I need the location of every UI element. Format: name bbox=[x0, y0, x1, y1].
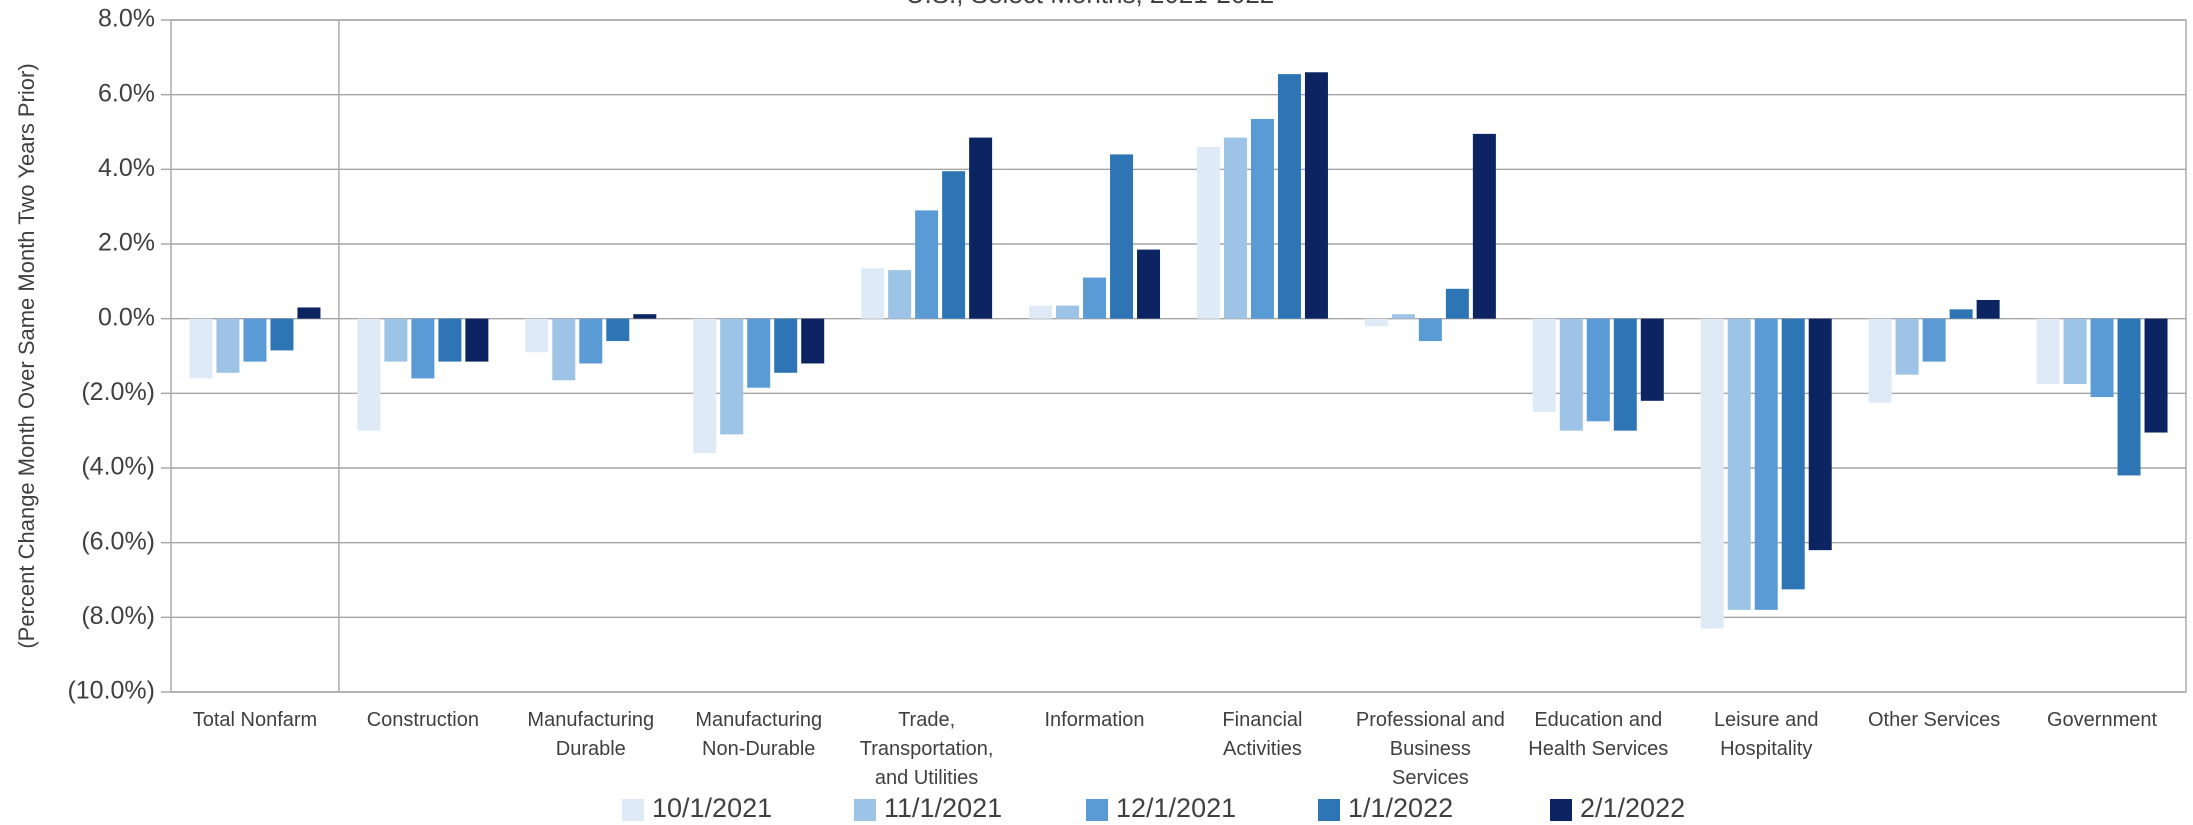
bar bbox=[1304, 72, 1328, 319]
bar bbox=[1922, 318, 1946, 362]
legend-swatch bbox=[854, 799, 876, 821]
x-tick-label: Leisure and Hospitality bbox=[1713, 709, 1819, 760]
bar bbox=[2063, 318, 2087, 384]
bar bbox=[2090, 318, 2114, 398]
bar bbox=[243, 318, 267, 362]
bar bbox=[1586, 318, 1610, 422]
bar bbox=[720, 318, 744, 435]
y-tick-label: (10.0%) bbox=[67, 677, 155, 705]
bar bbox=[1277, 74, 1301, 319]
bar bbox=[1613, 318, 1637, 431]
y-tick-label: 2.0% bbox=[98, 229, 155, 257]
bar bbox=[189, 318, 213, 379]
bar bbox=[1083, 277, 1107, 319]
bar bbox=[297, 307, 321, 319]
plot-border bbox=[170, 19, 2187, 693]
bar bbox=[438, 318, 462, 362]
x-tick-label: Trade, Transportation, and Utilities bbox=[859, 709, 994, 789]
bar bbox=[693, 318, 717, 454]
bar bbox=[1976, 300, 2000, 319]
bar bbox=[552, 318, 576, 381]
bar bbox=[1029, 305, 1053, 319]
bar bbox=[861, 268, 885, 319]
y-tick-label: (8.0%) bbox=[81, 602, 155, 630]
bar bbox=[633, 314, 657, 319]
bar bbox=[2036, 318, 2060, 384]
x-tick-label: Total Nonfarm bbox=[192, 709, 318, 731]
legend-swatch bbox=[1086, 799, 1108, 821]
bar bbox=[969, 137, 993, 319]
bar bbox=[1196, 146, 1220, 319]
legend-label: 10/1/2021 bbox=[652, 793, 772, 823]
bar bbox=[1056, 305, 1080, 319]
bar bbox=[888, 270, 912, 319]
bar bbox=[747, 318, 771, 388]
bar bbox=[1418, 318, 1442, 342]
bar bbox=[1640, 318, 1664, 401]
x-tick-label: Information bbox=[1044, 709, 1145, 731]
x-tick-label: Education and Health Services bbox=[1528, 709, 1669, 760]
bar bbox=[915, 210, 939, 319]
bar bbox=[1391, 314, 1415, 319]
y-tick-label: 8.0% bbox=[98, 5, 155, 33]
bar bbox=[1781, 318, 1805, 590]
x-tick-label: Manufacturing Durable bbox=[527, 709, 655, 760]
bar bbox=[1868, 318, 1892, 403]
bar bbox=[525, 318, 549, 353]
bar bbox=[1754, 318, 1778, 610]
legend-swatch bbox=[1550, 799, 1572, 821]
y-tick-label: 4.0% bbox=[98, 154, 155, 182]
legend-label: 12/1/2021 bbox=[1116, 793, 1236, 823]
legend-label: 1/1/2022 bbox=[1348, 793, 1453, 823]
bar bbox=[942, 171, 966, 319]
bar bbox=[606, 318, 630, 342]
x-tick-label: Financial Activities bbox=[1222, 709, 1303, 760]
bar bbox=[1559, 318, 1583, 431]
bar bbox=[1700, 318, 1724, 629]
bar bbox=[1808, 318, 1832, 551]
bar bbox=[1110, 154, 1134, 319]
bar bbox=[2144, 318, 2168, 433]
bar bbox=[1472, 133, 1496, 319]
x-tick-label: Construction bbox=[366, 709, 479, 731]
chart-title: U.S., Select Months, 2021-2022 bbox=[906, 0, 1275, 9]
y-axis-label: (Percent Change Month Over Same Month Tw… bbox=[14, 63, 39, 648]
bar bbox=[1364, 318, 1388, 327]
bar bbox=[774, 318, 798, 373]
bar bbox=[1223, 137, 1247, 319]
y-tick-label: (6.0%) bbox=[81, 527, 155, 555]
bar bbox=[216, 318, 240, 373]
legend-label: 11/1/2021 bbox=[884, 793, 1002, 823]
bar bbox=[1137, 249, 1161, 319]
bar bbox=[270, 318, 294, 351]
legend-label: 2/1/2022 bbox=[1580, 793, 1685, 823]
x-tick-label: Manufacturing Non-Durable bbox=[695, 709, 823, 760]
bar bbox=[465, 318, 489, 362]
y-tick-label: 6.0% bbox=[98, 79, 155, 107]
bar bbox=[357, 318, 381, 431]
legend-swatch bbox=[622, 799, 644, 821]
x-tick-label: Government bbox=[2047, 709, 2158, 731]
y-tick-label: (4.0%) bbox=[81, 453, 155, 481]
bar bbox=[2117, 318, 2141, 476]
bar bbox=[801, 318, 825, 364]
bar bbox=[579, 318, 603, 364]
bar bbox=[1727, 318, 1751, 610]
x-tick-label: Other Services bbox=[1867, 709, 2001, 731]
y-tick-label: 0.0% bbox=[98, 303, 155, 331]
legend-swatch bbox=[1318, 799, 1340, 821]
bar bbox=[1895, 318, 1919, 375]
bar bbox=[1532, 318, 1556, 412]
bar bbox=[384, 318, 408, 362]
bar bbox=[1949, 309, 1973, 319]
bar bbox=[411, 318, 435, 379]
y-tick-label: (2.0%) bbox=[81, 378, 155, 406]
bar bbox=[1250, 118, 1274, 319]
bar bbox=[1445, 288, 1469, 319]
x-tick-label: Professional and Business Services bbox=[1355, 709, 1505, 789]
